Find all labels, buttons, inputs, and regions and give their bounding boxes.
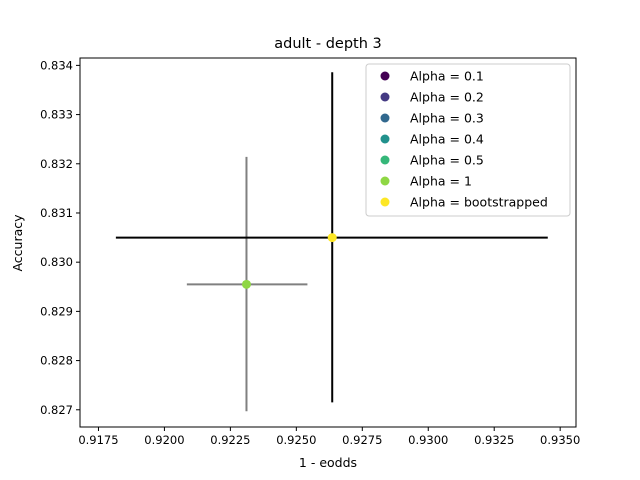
x-tick-label: 0.9250: [276, 433, 316, 447]
legend-marker: [380, 92, 390, 102]
legend-marker: [380, 134, 390, 144]
y-tick-label: 0.827: [40, 403, 73, 417]
y-axis-label: Accuracy: [10, 214, 25, 272]
legend-box: [365, 63, 571, 217]
legend-label: Alpha = bootstrapped: [410, 195, 548, 210]
y-tick-label: 0.832: [40, 157, 73, 171]
y-tick-label: 0.828: [40, 354, 73, 368]
plot-area-frame: [79, 57, 577, 428]
y-tick-label: 0.833: [40, 108, 73, 122]
x-tick-label: 0.9300: [408, 433, 448, 447]
chart-title: adult - depth 3: [274, 36, 381, 52]
x-tick-label: 0.9325: [474, 433, 514, 447]
legend-label: Alpha = 0.1: [410, 69, 484, 84]
legend-label: Alpha = 0.4: [410, 132, 484, 147]
x-tick-label: 0.9275: [342, 433, 382, 447]
x-axis: 0.9175 0.9200 0.9225 0.9250 0.9275 0.9300 0.93…: [78, 427, 580, 447]
legend-items: Alpha = 0.1 Alpha = 0.2 Alpha = 0.3 Alpha =…: [380, 69, 548, 210]
legend-marker: [380, 113, 390, 123]
y-axis: 0.827 0.828 0.829 0.830 0.831 0.832 0.833 0.834: [40, 58, 80, 417]
legend-marker: [380, 71, 390, 81]
x-tick-label: 0.9225: [210, 433, 250, 447]
x-tick-label: 0.9200: [144, 433, 184, 447]
data-point: [327, 233, 337, 243]
legend-marker: [380, 155, 390, 165]
legend-label: Alpha = 0.3: [410, 111, 484, 126]
y-tick-label: 0.831: [40, 206, 73, 220]
legend-label: Alpha = 0.5: [410, 153, 484, 168]
legend: Alpha = 0.1 Alpha = 0.2 Alpha = 0.3 Alpha =…: [365, 63, 571, 217]
y-tick-label: 0.834: [40, 58, 73, 72]
x-tick-label: 0.9350: [540, 433, 580, 447]
legend-marker: [380, 197, 390, 207]
y-tick-label: 0.830: [40, 255, 73, 269]
plot-marks: [115, 72, 548, 412]
x-tick-label: 0.9175: [78, 433, 118, 447]
legend-marker: [380, 176, 390, 186]
data-point: [241, 279, 251, 289]
x-axis-label: 1 - eodds: [299, 455, 357, 470]
legend-label: Alpha = 1: [410, 174, 472, 189]
y-tick-label: 0.829: [40, 304, 73, 318]
legend-label: Alpha = 0.2: [410, 90, 484, 105]
